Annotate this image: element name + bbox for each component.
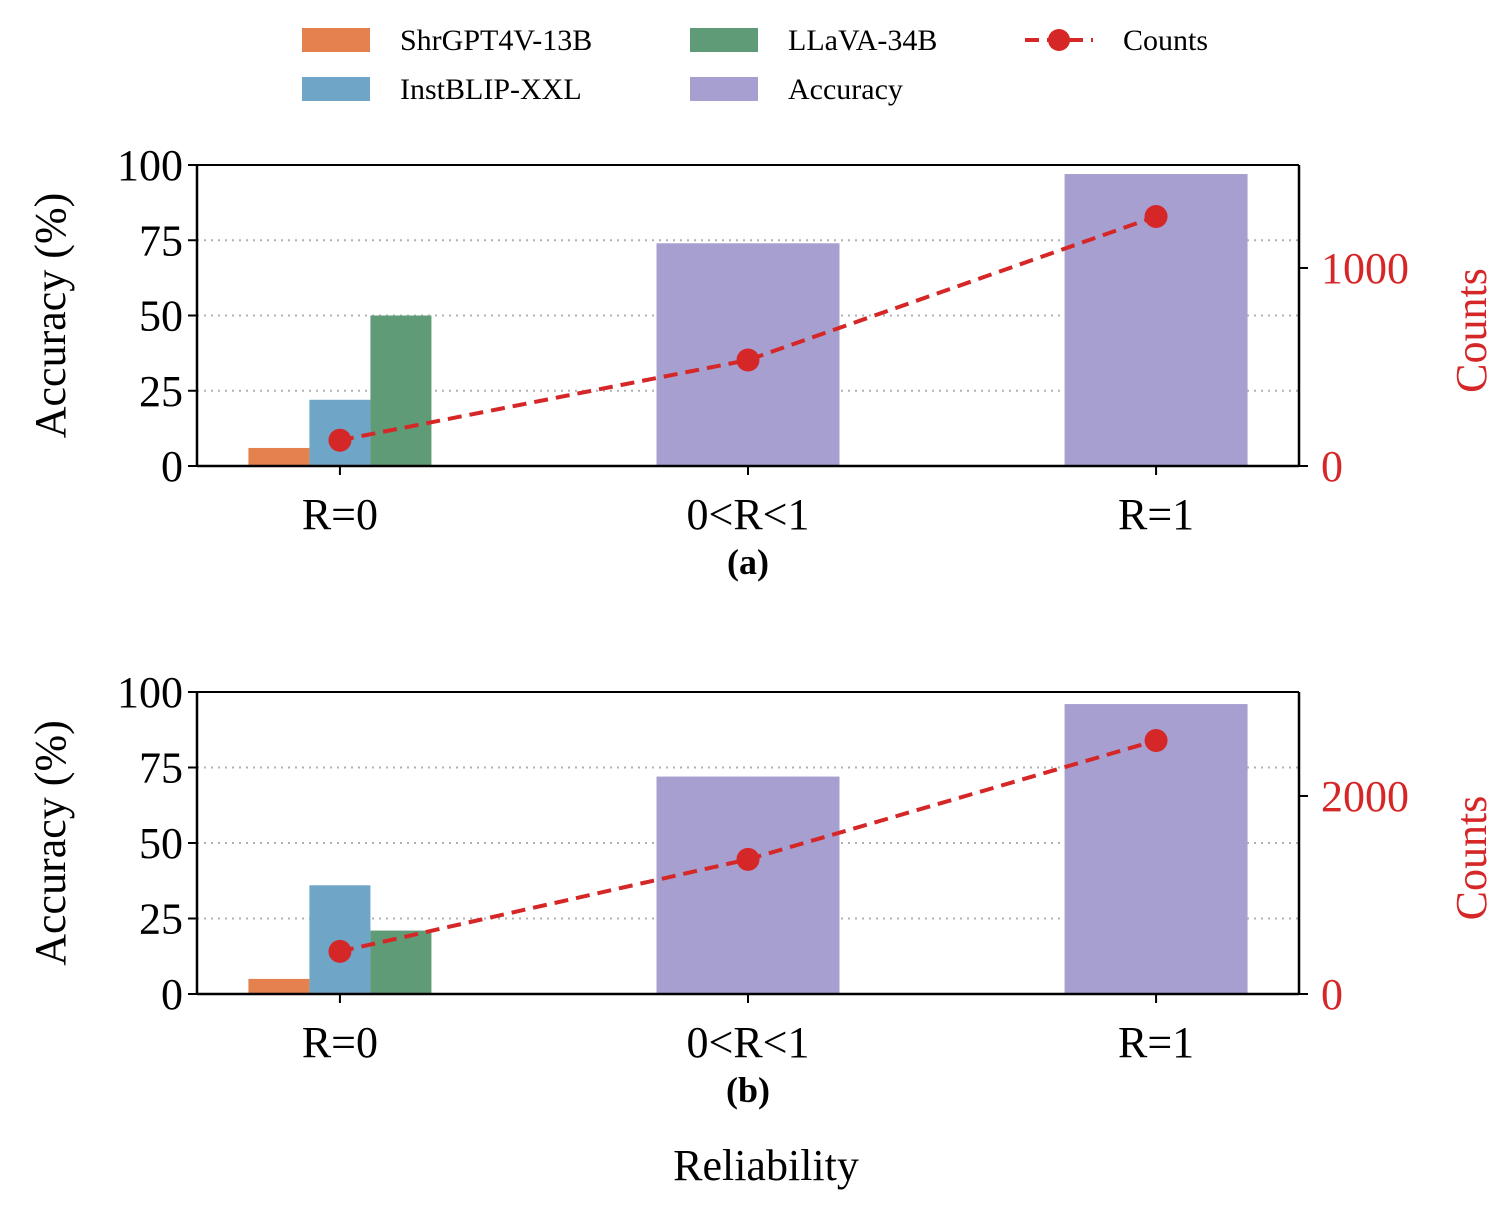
counts-point-0-r-1 xyxy=(736,348,760,372)
y-tick-label: 25 xyxy=(139,895,183,944)
legend-item-accuracy: Accuracy xyxy=(690,73,903,106)
y2-tick-label: 0 xyxy=(1321,442,1343,491)
x-tick-label-r-1: R=1 xyxy=(1118,490,1194,539)
counts-point-0-r-1 xyxy=(736,847,760,871)
legend-label-counts: Counts xyxy=(1123,24,1208,57)
panel-b: 0 25 50 75 100 0 2000 R=0 0<R<1 R=1 Accuracy (%) Co… xyxy=(26,668,1496,1110)
legend-item-shrgpt4v-13b: ShrGPT4V-13B xyxy=(302,24,592,57)
panel-label: (b) xyxy=(726,1070,770,1110)
legend-label-instblip-xxl: InstBLIP-XXL xyxy=(400,73,582,106)
panel-label: (a) xyxy=(727,542,769,582)
legend-label-llava-34b: LLaVA-34B xyxy=(788,24,937,57)
y-tick-label: 0 xyxy=(161,970,183,1019)
legend-item-instblip-xxl: InstBLIP-XXL xyxy=(302,73,582,106)
y-tick-label: 75 xyxy=(139,216,183,265)
legend-label-accuracy: Accuracy xyxy=(788,73,903,106)
counts-point-r-0 xyxy=(328,939,352,963)
counts-point-r-0 xyxy=(328,428,352,452)
bar-accuracy-r-1 xyxy=(1064,704,1248,994)
bar-llava-34b xyxy=(370,930,432,994)
counts-point-r-1 xyxy=(1144,729,1168,753)
legend-swatch-shrgpt4v-13b xyxy=(302,28,370,52)
x-axis-title: Reliability xyxy=(673,1141,859,1190)
legend-item-counts: Counts xyxy=(1025,24,1208,57)
legend-swatch-llava-34b xyxy=(690,28,758,52)
bar-instblip-xxl xyxy=(309,885,371,994)
y2-axis-title: Counts xyxy=(1447,796,1496,921)
legend-swatch-accuracy xyxy=(690,77,758,101)
y-tick-label: 25 xyxy=(139,367,183,416)
y-tick-label: 50 xyxy=(139,819,183,868)
y-tick-label: 0 xyxy=(161,442,183,491)
y2-tick-label: 2000 xyxy=(1321,772,1409,821)
bar-shrgpt4v-13b xyxy=(248,447,310,466)
y-axis-title: Accuracy (%) xyxy=(26,193,75,439)
y-tick-label: 100 xyxy=(117,141,183,190)
y-tick-label: 50 xyxy=(139,292,183,341)
counts-line xyxy=(339,214,1157,443)
legend-item-llava-34b: LLaVA-34B xyxy=(690,24,937,57)
x-tick-label-r-1: R=1 xyxy=(1118,1018,1194,1067)
bar-llava-34b xyxy=(370,315,432,466)
x-tick-label-0-r-1: 0<R<1 xyxy=(687,490,810,539)
y-tick-label: 100 xyxy=(117,668,183,717)
legend-swatch-instblip-xxl xyxy=(302,77,370,101)
y2-tick-label: 1000 xyxy=(1321,244,1409,293)
legend: ShrGPT4V-13B LLaVA-34B Counts InstBLIP-XXL A… xyxy=(302,24,1208,106)
legend-swatch-marker xyxy=(1048,29,1070,51)
x-tick-label-0-r-1: 0<R<1 xyxy=(687,1018,810,1067)
bar-accuracy-0-r-1 xyxy=(656,776,840,994)
counts-point-r-1 xyxy=(1144,204,1168,228)
bar-shrgpt4v-13b xyxy=(248,978,310,994)
x-tick-label-r-0: R=0 xyxy=(302,1018,378,1067)
y2-axis-title: Counts xyxy=(1447,268,1496,393)
y-axis-title: Accuracy (%) xyxy=(26,720,75,966)
x-tick-label-r-0: R=0 xyxy=(302,490,378,539)
y-tick-label: 75 xyxy=(139,744,183,793)
legend-label-shrgpt4v-13b: ShrGPT4V-13B xyxy=(400,24,592,57)
y2-tick-label: 0 xyxy=(1321,970,1343,1019)
